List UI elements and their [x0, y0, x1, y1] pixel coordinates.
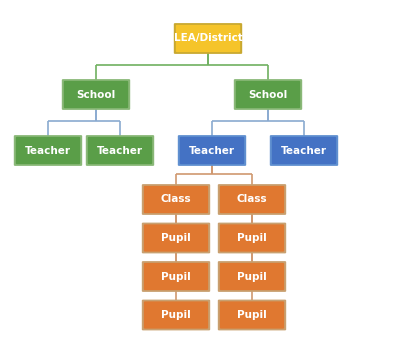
Text: Pupil: Pupil — [237, 310, 267, 320]
FancyBboxPatch shape — [88, 137, 152, 164]
FancyBboxPatch shape — [218, 223, 286, 253]
FancyBboxPatch shape — [16, 137, 80, 164]
FancyBboxPatch shape — [142, 223, 210, 253]
FancyBboxPatch shape — [176, 25, 240, 52]
FancyBboxPatch shape — [144, 263, 208, 290]
FancyBboxPatch shape — [178, 135, 246, 166]
Text: Pupil: Pupil — [237, 233, 267, 243]
Text: Teacher: Teacher — [97, 146, 143, 155]
FancyBboxPatch shape — [64, 81, 128, 108]
Text: Teacher: Teacher — [189, 146, 235, 155]
FancyBboxPatch shape — [220, 224, 284, 252]
FancyBboxPatch shape — [142, 261, 210, 292]
FancyBboxPatch shape — [142, 300, 210, 330]
FancyBboxPatch shape — [272, 137, 336, 164]
FancyBboxPatch shape — [270, 135, 338, 166]
Text: School: School — [76, 90, 116, 99]
FancyBboxPatch shape — [144, 301, 208, 329]
Text: LEA/District: LEA/District — [174, 34, 242, 43]
FancyBboxPatch shape — [236, 81, 300, 108]
Text: School: School — [248, 90, 288, 99]
FancyBboxPatch shape — [218, 184, 286, 215]
FancyBboxPatch shape — [234, 79, 302, 110]
FancyBboxPatch shape — [220, 263, 284, 290]
Text: Pupil: Pupil — [237, 272, 267, 281]
FancyBboxPatch shape — [180, 137, 244, 164]
FancyBboxPatch shape — [218, 300, 286, 330]
Text: Pupil: Pupil — [161, 310, 191, 320]
FancyBboxPatch shape — [174, 23, 242, 54]
FancyBboxPatch shape — [144, 224, 208, 252]
Text: Class: Class — [161, 195, 191, 204]
FancyBboxPatch shape — [142, 184, 210, 215]
Text: Pupil: Pupil — [161, 233, 191, 243]
FancyBboxPatch shape — [144, 186, 208, 213]
FancyBboxPatch shape — [220, 301, 284, 329]
FancyBboxPatch shape — [220, 186, 284, 213]
Text: Class: Class — [237, 195, 267, 204]
FancyBboxPatch shape — [62, 79, 130, 110]
FancyBboxPatch shape — [86, 135, 154, 166]
Text: Teacher: Teacher — [25, 146, 71, 155]
Text: Teacher: Teacher — [281, 146, 327, 155]
FancyBboxPatch shape — [14, 135, 82, 166]
FancyBboxPatch shape — [218, 261, 286, 292]
Text: Pupil: Pupil — [161, 272, 191, 281]
